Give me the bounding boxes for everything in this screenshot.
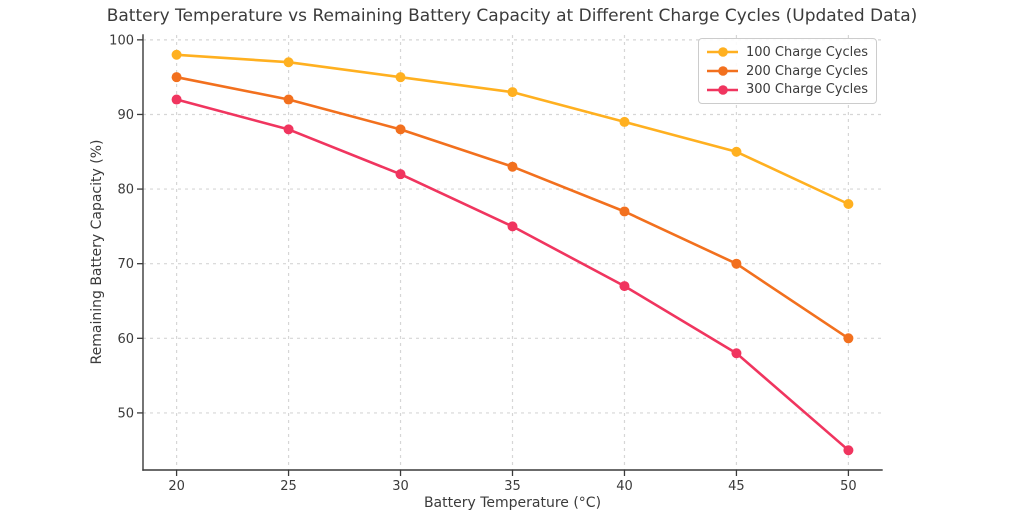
gridlines	[143, 35, 882, 470]
x-tick-label: 25	[280, 479, 297, 494]
x-tick-label: 40	[616, 479, 633, 494]
series-markers	[171, 94, 854, 456]
chart-title: Battery Temperature vs Remaining Battery…	[106, 6, 918, 26]
y-axis-label: Remaining Battery Capacity (%)	[89, 139, 105, 365]
y-tick-label: 90	[117, 108, 134, 123]
x-tick-label: 50	[840, 479, 857, 494]
y-tick-label: 100	[109, 33, 134, 48]
legend-marker-icon	[707, 47, 738, 58]
legend-label: 300 Charge Cycles	[745, 82, 868, 98]
x-tick-label: 35	[504, 479, 521, 494]
series-markers	[171, 72, 854, 344]
legend-label: 200 Charge Cycles	[745, 63, 868, 79]
y-tick-label: 80	[117, 183, 134, 198]
legend-item: 100 Charge Cycles	[706, 45, 868, 60]
tick-labels: 20 25 30 35 40 45 50 50 60 70 80 90 100	[109, 33, 857, 494]
y-tick-label: 50	[117, 406, 134, 421]
legend-marker-icon	[707, 84, 738, 95]
legend: 100 Charge Cycles 200 Charge Cycles 300 Ch…	[698, 38, 877, 104]
series-markers	[171, 49, 854, 210]
series-line	[175, 75, 850, 340]
legend-marker-icon	[707, 66, 738, 76]
x-tick-label: 20	[168, 479, 185, 494]
x-tick-label: 45	[728, 479, 745, 494]
y-tick-label: 60	[117, 332, 134, 347]
legend-item: 300 Charge Cycles	[706, 82, 868, 97]
legend-label: 100 Charge Cycles	[745, 44, 868, 60]
tick-marks	[137, 39, 850, 476]
legend-item: 200 Charge Cycles	[706, 64, 868, 79]
x-tick-label: 30	[392, 479, 409, 494]
x-axis-label: Battery Temperature (°C)	[423, 495, 602, 511]
y-tick-label: 70	[117, 257, 134, 272]
